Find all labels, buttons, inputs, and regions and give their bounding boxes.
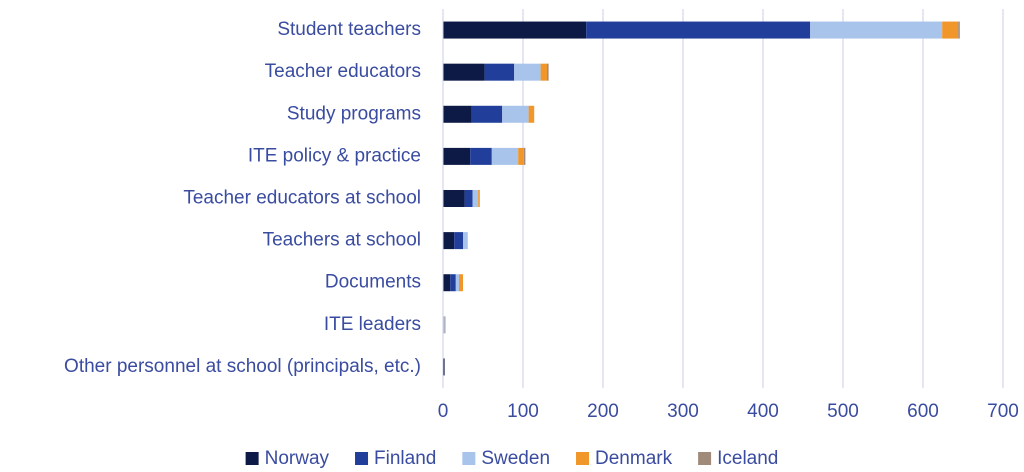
bar-segment: [502, 105, 529, 123]
bar-segment: [450, 274, 456, 292]
y-tick-label: ITE leaders: [324, 314, 421, 335]
bar-segment: [443, 63, 485, 81]
bar-segment: [471, 105, 503, 123]
x-tick-label: 100: [507, 401, 539, 422]
legend-label: Iceland: [717, 448, 778, 469]
legend-swatch: [698, 452, 712, 465]
bar-segment: [491, 147, 519, 165]
x-tick-label: 500: [827, 401, 859, 422]
bar-segment: [464, 190, 473, 207]
x-tick-label: 700: [987, 401, 1019, 422]
bar-segment: [443, 274, 451, 292]
bar-segment: [514, 63, 541, 81]
bar-segment: [455, 274, 459, 292]
bar-segment: [478, 190, 480, 207]
y-tick-label: Other personnel at school (principals, e…: [64, 356, 421, 377]
bar-segment: [470, 147, 492, 165]
bar-segment: [443, 105, 472, 123]
bar-segment: [484, 63, 515, 81]
bar-segment: [443, 358, 445, 376]
x-tick-label: 200: [587, 401, 619, 422]
bar-segment: [518, 147, 524, 165]
y-tick-label: Teachers at school: [263, 230, 421, 251]
x-tick-label: 600: [907, 401, 939, 422]
legend-swatch: [462, 452, 476, 465]
legend-label: Finland: [374, 448, 436, 469]
bar-segment: [472, 190, 479, 207]
y-tick-label: Student teachers: [277, 19, 421, 40]
bar-segment: [443, 316, 445, 334]
y-tick-label: Teacher educators at school: [183, 188, 421, 209]
bar-segment: [443, 190, 465, 207]
legend-swatch: [245, 452, 259, 465]
bar-segment: [443, 232, 455, 250]
legend-label: Sweden: [481, 448, 550, 469]
bar-segment: [942, 21, 959, 39]
legend-label: Norway: [265, 448, 330, 469]
bar-segment: [454, 232, 463, 250]
bar-segment: [459, 274, 463, 292]
bar-segment: [443, 21, 587, 39]
bar-segment: [586, 21, 811, 39]
y-tick-label: ITE policy & practice: [248, 145, 421, 166]
bar-segment: [547, 63, 549, 81]
y-tick-label: Documents: [325, 272, 421, 293]
bar-segment: [443, 147, 471, 165]
bar-segment: [463, 232, 468, 250]
legend-label: Denmark: [595, 448, 673, 469]
x-tick-label: 400: [747, 401, 779, 422]
legend-swatch: [355, 452, 369, 465]
x-tick-label: 300: [667, 401, 699, 422]
bar-segment: [444, 316, 446, 334]
bar-segment: [958, 21, 960, 39]
y-tick-label: Teacher educators: [265, 61, 421, 82]
legend-swatch: [576, 452, 590, 465]
x-tick-label: 0: [438, 401, 449, 422]
bar-segment: [810, 21, 943, 39]
bar-segment: [528, 105, 535, 123]
bar-segment: [540, 63, 547, 81]
y-tick-label: Study programs: [287, 103, 421, 124]
bar-segment: [523, 147, 526, 165]
